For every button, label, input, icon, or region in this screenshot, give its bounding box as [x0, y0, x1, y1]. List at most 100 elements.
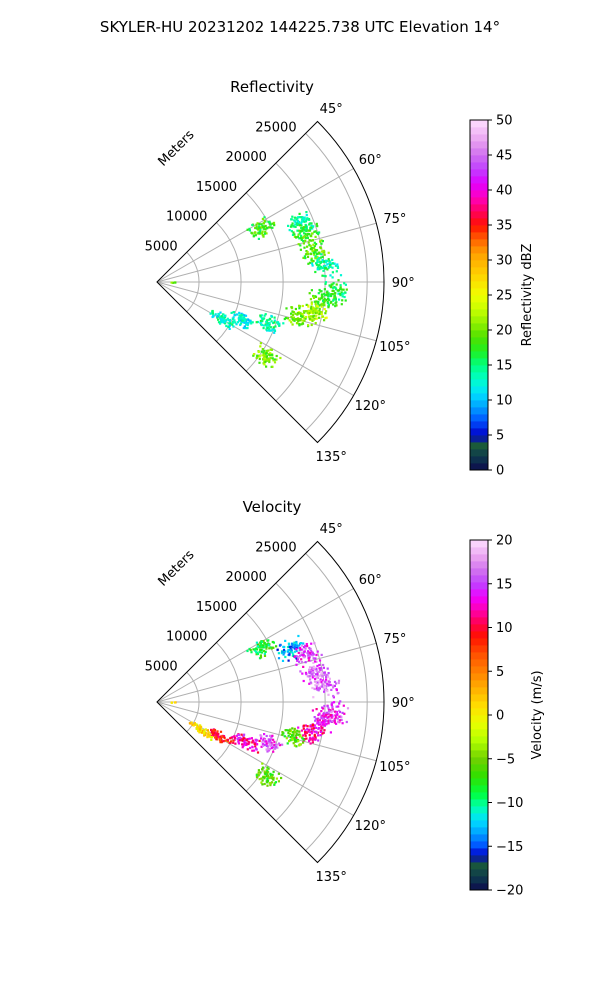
data-gate — [274, 325, 277, 328]
data-gate — [272, 776, 275, 779]
data-gate — [188, 722, 191, 725]
data-gate — [321, 315, 325, 318]
data-gate — [311, 315, 314, 318]
data-gate — [298, 307, 301, 310]
radial-tick-label: 10000 — [166, 630, 207, 645]
data-gate — [313, 307, 317, 310]
data-gate — [266, 773, 269, 776]
data-gate — [327, 306, 330, 309]
data-gate — [323, 274, 326, 278]
data-gate — [295, 655, 298, 658]
angle-tick-label: 120° — [355, 819, 386, 834]
data-gate — [293, 216, 296, 219]
data-gate — [254, 745, 257, 748]
reflectivity-panel: Reflectivity 45°60°75°90°105°120°135°500… — [145, 78, 535, 479]
data-gate — [313, 642, 316, 645]
colorbar-segment — [470, 351, 488, 359]
data-gate — [325, 720, 328, 723]
data-gate — [269, 326, 272, 329]
data-gate — [314, 684, 317, 687]
data-gate — [315, 708, 318, 711]
colorbar-segment — [470, 547, 488, 555]
colorbar-segment — [470, 757, 488, 765]
data-gate — [315, 243, 318, 246]
data-gate — [267, 767, 270, 770]
data-gate — [255, 653, 258, 656]
data-gate — [311, 741, 314, 744]
data-gate — [315, 717, 318, 720]
data-gate — [190, 721, 193, 724]
data-gate — [325, 688, 328, 692]
data-gate — [212, 734, 215, 737]
data-gate — [260, 350, 263, 353]
data-gate — [310, 666, 313, 669]
data-gate — [313, 241, 316, 244]
data-gate — [313, 730, 316, 733]
data-gate — [308, 646, 311, 650]
data-gate — [260, 737, 263, 740]
data-gate — [333, 295, 336, 298]
data-gate — [229, 737, 232, 740]
angular-gridline — [156, 222, 377, 283]
data-gate — [199, 724, 202, 727]
data-gate — [331, 289, 334, 292]
data-gate — [261, 234, 264, 237]
data-gate — [288, 229, 291, 232]
colorbar-tick-label: −10 — [496, 796, 523, 811]
data-gate — [276, 648, 279, 651]
data-gate — [314, 235, 317, 238]
data-gate — [288, 653, 291, 656]
data-gate — [300, 224, 303, 227]
data-gate — [260, 645, 263, 648]
data-gate — [267, 226, 270, 229]
data-gate — [314, 230, 317, 233]
data-gate — [272, 321, 275, 325]
data-gate — [319, 240, 322, 243]
data-gate — [334, 305, 337, 308]
data-gate — [312, 727, 316, 730]
data-gate — [311, 249, 314, 253]
data-gate — [310, 222, 313, 225]
data-gate — [267, 639, 270, 642]
data-gate — [315, 309, 318, 312]
velocity-data-points — [170, 634, 350, 787]
data-gate — [320, 672, 323, 675]
data-gate — [263, 641, 266, 645]
data-gate — [278, 322, 281, 325]
data-gate — [320, 250, 324, 253]
data-gate — [317, 687, 320, 690]
data-gate — [257, 774, 260, 777]
data-gate — [223, 316, 227, 319]
data-gate — [255, 321, 258, 324]
data-gate — [293, 235, 296, 238]
data-gate — [309, 678, 312, 681]
data-gate — [206, 729, 209, 732]
data-gate — [242, 321, 245, 324]
data-gate — [234, 742, 237, 745]
data-gate — [318, 304, 321, 307]
data-gate — [290, 645, 293, 648]
data-gate — [324, 715, 327, 718]
data-gate — [306, 236, 309, 239]
data-gate — [314, 673, 318, 676]
data-gate — [298, 212, 301, 215]
data-gate — [286, 650, 290, 653]
data-gate — [304, 237, 307, 240]
data-gate — [311, 674, 314, 677]
data-gate — [287, 648, 290, 652]
data-gate — [248, 229, 251, 232]
data-gate — [319, 310, 322, 313]
data-gate — [331, 258, 334, 261]
data-gate — [338, 298, 341, 301]
colorbar-segment — [470, 862, 488, 870]
data-gate — [255, 223, 258, 226]
data-gate — [266, 769, 269, 773]
data-gate — [343, 282, 346, 285]
data-gate — [296, 313, 299, 316]
data-gate — [297, 634, 300, 638]
data-gate — [243, 317, 246, 321]
data-gate — [310, 672, 313, 676]
data-gate — [339, 294, 342, 297]
data-gate — [308, 668, 311, 671]
